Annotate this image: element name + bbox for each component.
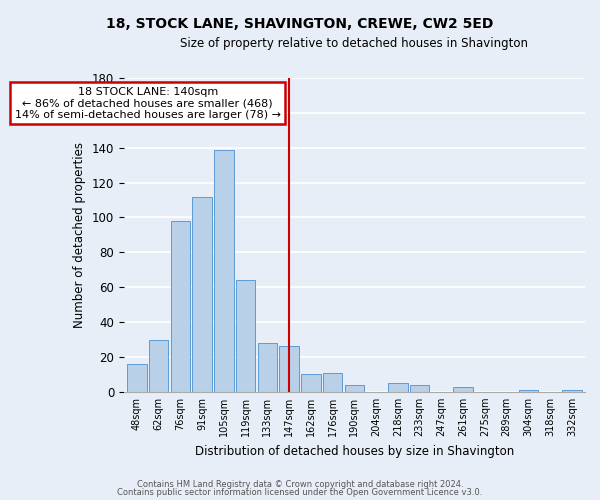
Bar [301, 374, 321, 392]
Bar [193, 196, 212, 392]
Bar [518, 390, 538, 392]
Text: 18, STOCK LANE, SHAVINGTON, CREWE, CW2 5ED: 18, STOCK LANE, SHAVINGTON, CREWE, CW2 5… [106, 18, 494, 32]
Bar [236, 280, 256, 392]
Bar [388, 383, 408, 392]
Text: Contains HM Land Registry data © Crown copyright and database right 2024.: Contains HM Land Registry data © Crown c… [137, 480, 463, 489]
Bar [280, 346, 299, 392]
Bar [410, 385, 430, 392]
Bar [149, 340, 169, 392]
Bar [214, 150, 234, 392]
Bar [562, 390, 582, 392]
Bar [323, 372, 343, 392]
X-axis label: Distribution of detached houses by size in Shavington: Distribution of detached houses by size … [195, 444, 514, 458]
Title: Size of property relative to detached houses in Shavington: Size of property relative to detached ho… [181, 38, 529, 51]
Bar [454, 386, 473, 392]
Bar [127, 364, 147, 392]
Bar [344, 385, 364, 392]
Y-axis label: Number of detached properties: Number of detached properties [73, 142, 86, 328]
Bar [170, 221, 190, 392]
Bar [257, 343, 277, 392]
Text: 18 STOCK LANE: 140sqm
← 86% of detached houses are smaller (468)
14% of semi-det: 18 STOCK LANE: 140sqm ← 86% of detached … [15, 87, 281, 120]
Text: Contains public sector information licensed under the Open Government Licence v3: Contains public sector information licen… [118, 488, 482, 497]
